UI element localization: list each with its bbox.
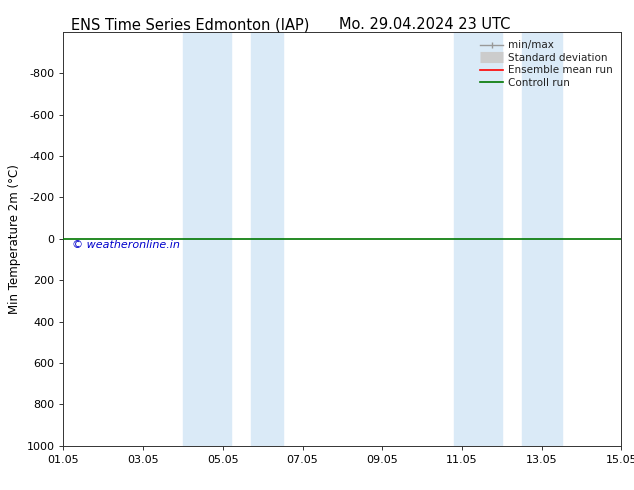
Text: © weatheronline.in: © weatheronline.in <box>72 240 179 250</box>
Y-axis label: Min Temperature 2m (°C): Min Temperature 2m (°C) <box>8 164 21 314</box>
Bar <box>454 32 501 446</box>
Text: ENS Time Series Edmonton (IAP): ENS Time Series Edmonton (IAP) <box>71 17 309 32</box>
Bar <box>250 32 283 446</box>
Text: Mo. 29.04.2024 23 UTC: Mo. 29.04.2024 23 UTC <box>339 17 510 32</box>
Legend: min/max, Standard deviation, Ensemble mean run, Controll run: min/max, Standard deviation, Ensemble me… <box>477 37 616 91</box>
Bar <box>522 32 562 446</box>
Bar <box>183 32 231 446</box>
